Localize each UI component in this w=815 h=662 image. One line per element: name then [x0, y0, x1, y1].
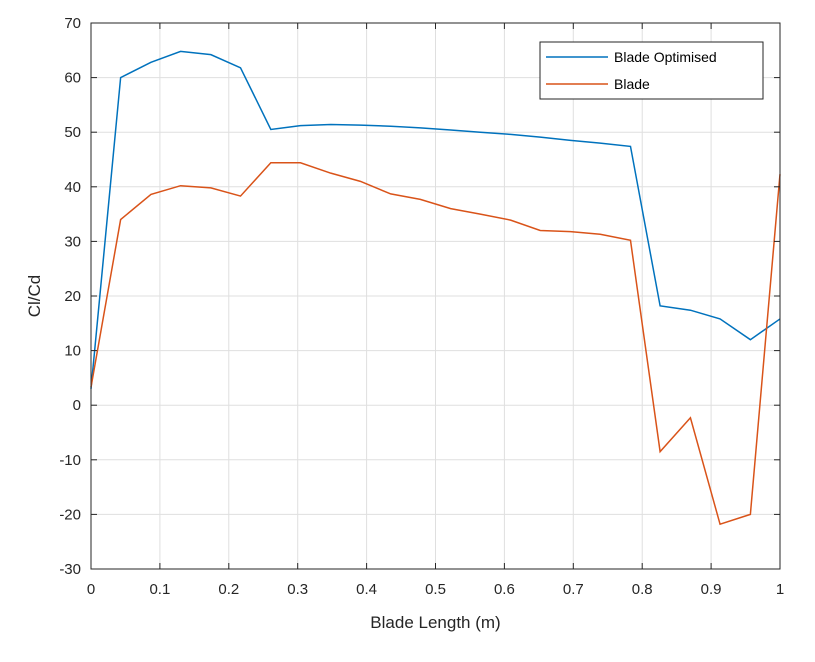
y-tick-label: 20 [64, 288, 81, 305]
x-tick-label: 0.7 [563, 581, 584, 598]
series-layer [90, 50, 781, 526]
x-tick-label: 0.9 [701, 581, 722, 598]
legend-box [539, 41, 764, 100]
y-tick-label: 10 [64, 343, 81, 360]
x-tick-label: 0.4 [356, 581, 377, 598]
legend: Blade Optimised Blade [539, 41, 764, 100]
x-tick-label: 0.3 [287, 581, 308, 598]
x-tick-label: 0.5 [425, 581, 446, 598]
x-tick-label: 0.1 [149, 581, 170, 598]
axis-ticks [90, 22, 781, 570]
y-tick-label: -20 [59, 506, 81, 523]
x-tick-label: 0.2 [218, 581, 239, 598]
x-tick-labels: 0 0.1 0.2 0.3 0.4 0.5 0.6 0.7 0.8 0.9 1 [87, 581, 784, 598]
y-tick-label: 50 [64, 124, 81, 141]
x-tick-label: 0 [87, 581, 95, 598]
y-tick-label: -30 [59, 561, 81, 578]
series-line-blade [90, 162, 781, 526]
x-tick-label: 1 [776, 581, 784, 598]
y-tick-labels: -30 -20 -10 0 10 20 30 40 50 60 70 [59, 15, 81, 578]
series-line-blade-optimised [90, 50, 781, 389]
x-tick-label: 0.8 [632, 581, 653, 598]
legend-label-blade-optimised: Blade Optimised [614, 49, 717, 65]
y-tick-label: 0 [73, 397, 81, 414]
y-axis-label: Cl/Cd [25, 275, 44, 318]
y-tick-label: 30 [64, 233, 81, 250]
y-tick-label: -10 [59, 452, 81, 469]
legend-label-blade: Blade [614, 76, 650, 92]
y-tick-label: 70 [64, 15, 81, 32]
y-tick-label: 60 [64, 70, 81, 87]
x-axis-label: Blade Length (m) [370, 613, 500, 632]
y-tick-label: 40 [64, 179, 81, 196]
x-tick-label: 0.6 [494, 581, 515, 598]
